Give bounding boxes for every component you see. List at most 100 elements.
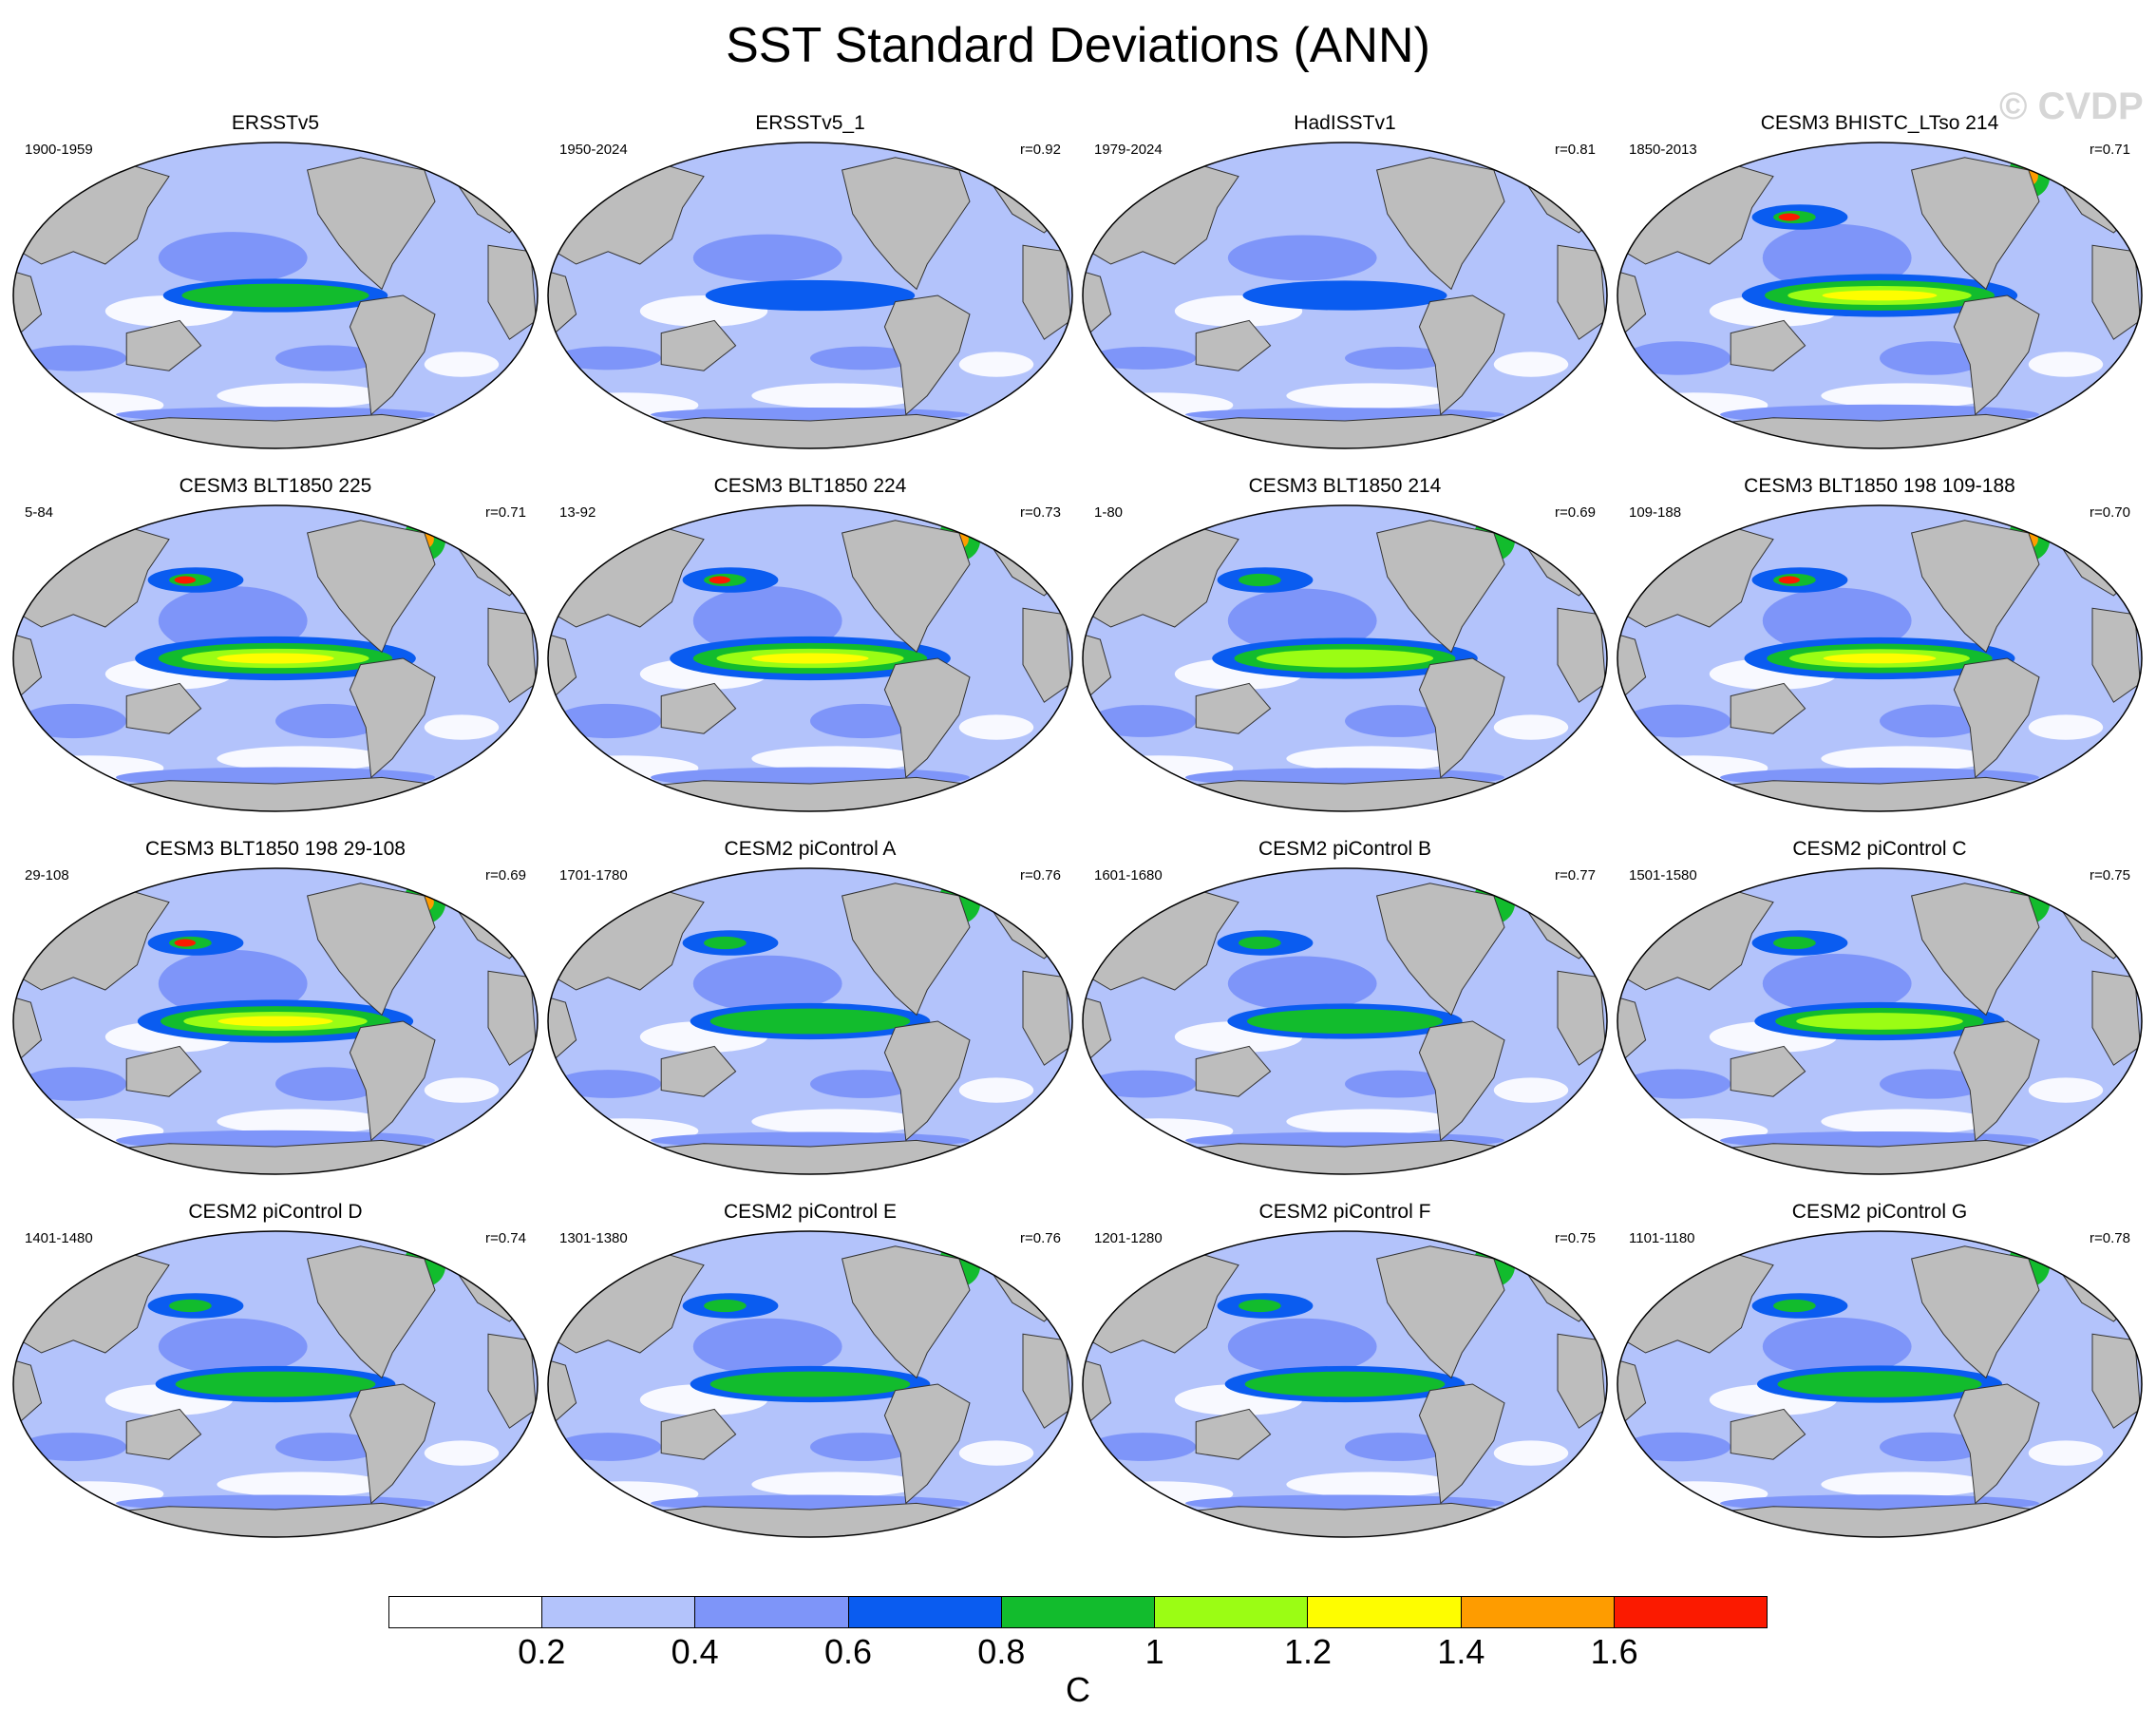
panel-period: 1601-1680 <box>1094 867 1163 884</box>
map-panel: CESM2 piControl F 1201-1280 r=0.75 <box>1079 1201 1611 1571</box>
panel-correlation: r=0.73 <box>1020 504 1061 521</box>
panel-title: CESM3 BLT1850 198 29-108 <box>145 838 406 860</box>
panel-title: CESM2 piControl A <box>724 838 897 860</box>
panel-correlation: r=0.77 <box>1555 867 1596 884</box>
panel-title: CESM2 piControl G <box>1791 1201 1968 1223</box>
panel-period: 1950-2024 <box>559 142 628 158</box>
panel-title: CESM2 piControl E <box>723 1201 898 1223</box>
panel-title: ERSSTv5 <box>231 112 320 134</box>
map-panel: ERSSTv5 1900-1959 <box>9 112 541 483</box>
map-panel: CESM3 BLT1850 224 13-92 r=0.73 <box>544 475 1076 846</box>
panel-title: CESM2 piControl C <box>1792 838 1967 860</box>
panel-title: ERSSTv5_1 <box>755 112 865 134</box>
world-map <box>12 504 539 812</box>
world-map <box>547 142 1073 449</box>
colorbar-tick-label: 0.8 <box>977 1632 1026 1671</box>
panel-correlation: r=0.74 <box>485 1230 526 1246</box>
panel-title: CESM3 BLT1850 198 109-188 <box>1744 475 2015 497</box>
panel-period: 1979-2024 <box>1094 142 1163 158</box>
colorbar-box <box>542 1597 696 1627</box>
colorbar-box <box>848 1597 1002 1627</box>
colorbar-tick-label: 0.2 <box>518 1632 566 1671</box>
colorbar-box <box>1614 1597 1767 1627</box>
world-map <box>1082 142 1608 449</box>
map-panel: CESM3 BHISTC_LTso 214 1850-2013 r=0.71 <box>1614 112 2146 483</box>
world-map <box>1617 504 2143 812</box>
panel-period: 1900-1959 <box>25 142 93 158</box>
panel-title: HadISSTv1 <box>1294 112 1396 134</box>
panel-correlation: r=0.69 <box>1555 504 1596 521</box>
colorbar-tick-label: 0.4 <box>671 1632 719 1671</box>
world-map <box>12 867 539 1175</box>
panel-correlation: r=0.70 <box>2090 504 2130 521</box>
map-panel: CESM2 piControl B 1601-1680 r=0.77 <box>1079 838 1611 1208</box>
world-map <box>1082 867 1608 1175</box>
map-panel: CESM2 piControl A 1701-1780 r=0.76 <box>544 838 1076 1208</box>
colorbar-box <box>695 1597 849 1627</box>
colorbar-box <box>1155 1597 1309 1627</box>
map-panel: ERSSTv5_1 1950-2024 r=0.92 <box>544 112 1076 483</box>
cvdp-watermark: © CVDP <box>1999 86 2144 127</box>
map-panel: CESM2 piControl D 1401-1480 r=0.74 <box>9 1201 541 1571</box>
colorbar-tick-label: 0.6 <box>823 1632 873 1671</box>
map-panel: CESM3 BLT1850 198 109-188 109-188 r=0.70 <box>1614 475 2146 846</box>
panel-title: CESM3 BLT1850 225 <box>179 475 372 497</box>
panel-period: 5-84 <box>25 504 54 521</box>
panel-period: 1701-1780 <box>559 867 628 884</box>
map-panel: CESM3 BLT1850 214 1-80 r=0.69 <box>1079 475 1611 846</box>
world-map <box>1082 1230 1608 1538</box>
panel-title: CESM2 piControl B <box>1258 838 1432 860</box>
panel-period: 1201-1280 <box>1094 1230 1163 1246</box>
map-panel: CESM2 piControl G 1101-1180 r=0.78 <box>1614 1201 2146 1571</box>
world-map <box>1617 142 2143 449</box>
colorbar-tick-label: 1.4 <box>1437 1632 1485 1671</box>
map-panel: CESM3 BLT1850 198 29-108 29-108 r=0.69 <box>9 838 541 1208</box>
map-panel: CESM3 BLT1850 225 5-84 r=0.71 <box>9 475 541 846</box>
panel-correlation: r=0.81 <box>1555 142 1596 158</box>
world-map <box>1617 867 2143 1175</box>
colorbar-tick-label: 1.2 <box>1283 1632 1333 1671</box>
colorbar-box <box>389 1597 543 1627</box>
panel-title: CESM3 BLT1850 214 <box>1248 475 1442 497</box>
colorbar-box <box>1461 1597 1615 1627</box>
panel-correlation: r=0.75 <box>1555 1230 1596 1246</box>
panel-period: 29-108 <box>25 867 69 884</box>
world-map <box>12 142 539 449</box>
panel-period: 13-92 <box>559 504 596 521</box>
panel-period: 109-188 <box>1629 504 1682 521</box>
panel-correlation: r=0.76 <box>1020 1230 1061 1246</box>
world-map <box>1082 504 1608 812</box>
colorbar-box <box>1308 1597 1462 1627</box>
colorbar <box>388 1596 1768 1628</box>
panel-title: CESM3 BLT1850 224 <box>713 475 907 497</box>
panel-correlation: r=0.76 <box>1020 867 1061 884</box>
figure-title: SST Standard Deviations (ANN) <box>726 18 1430 73</box>
panel-correlation: r=0.71 <box>2090 142 2130 158</box>
panel-period: 1850-2013 <box>1629 142 1697 158</box>
panel-period: 1-80 <box>1094 504 1124 521</box>
panel-correlation: r=0.92 <box>1020 142 1061 158</box>
panel-correlation: r=0.75 <box>2090 867 2130 884</box>
world-map <box>547 1230 1073 1538</box>
world-map <box>547 867 1073 1175</box>
map-panel: HadISSTv1 1979-2024 r=0.81 <box>1079 112 1611 483</box>
map-panel: CESM2 piControl E 1301-1380 r=0.76 <box>544 1201 1076 1571</box>
panel-period: 1101-1180 <box>1629 1230 1695 1246</box>
world-map <box>1617 1230 2143 1538</box>
panel-title: CESM2 piControl F <box>1258 1201 1431 1223</box>
colorbar-units: C <box>1066 1670 1090 1709</box>
panel-correlation: r=0.78 <box>2090 1230 2130 1246</box>
panel-period: 1501-1580 <box>1629 867 1697 884</box>
panel-period: 1301-1380 <box>559 1230 628 1246</box>
colorbar-box <box>1001 1597 1156 1627</box>
world-map <box>547 504 1073 812</box>
panel-title: CESM3 BHISTC_LTso 214 <box>1760 112 1999 134</box>
colorbar-tick-label: 1 <box>1144 1632 1164 1671</box>
panel-period: 1401-1480 <box>25 1230 93 1246</box>
colorbar-tick-label: 1.6 <box>1590 1632 1638 1671</box>
panel-correlation: r=0.69 <box>485 867 526 884</box>
world-map <box>12 1230 539 1538</box>
map-panel: CESM2 piControl C 1501-1580 r=0.75 <box>1614 838 2146 1208</box>
panel-title: CESM2 piControl D <box>188 1201 363 1223</box>
panel-correlation: r=0.71 <box>485 504 526 521</box>
